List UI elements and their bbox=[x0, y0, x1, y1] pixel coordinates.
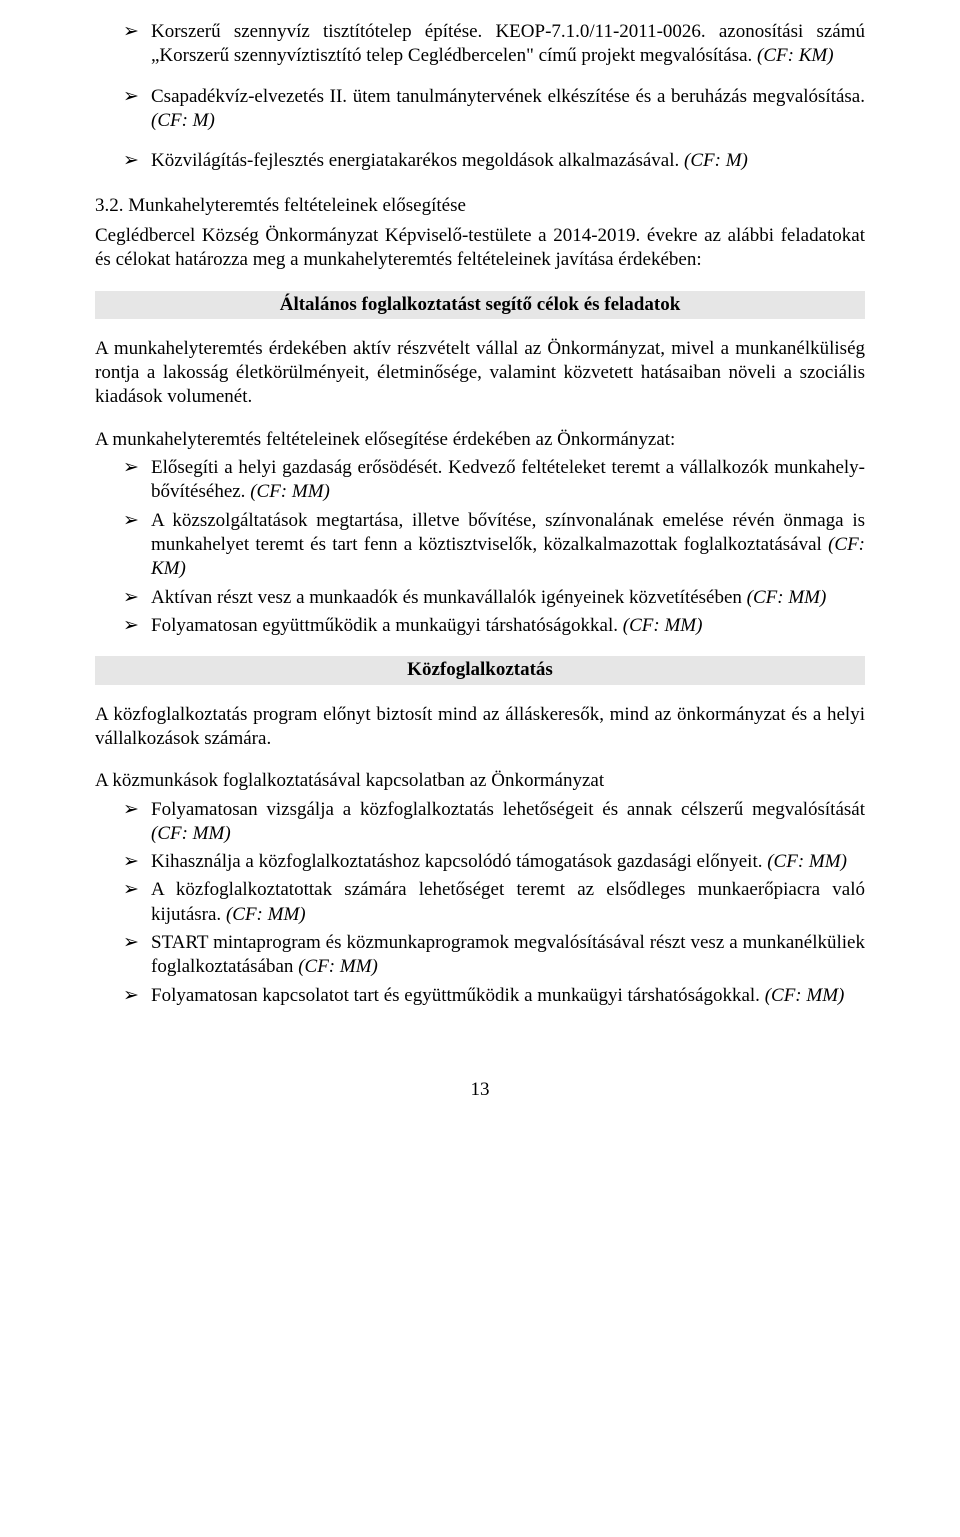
list-item-suffix: (CF: MM) bbox=[747, 587, 827, 608]
list-item-suffix: (CF: MM) bbox=[151, 823, 231, 844]
bullet-list-3: Folyamatosan vizsgálja a közfoglalkoztat… bbox=[95, 798, 865, 1009]
list-item-text: Folyamatosan vizsgálja a közfoglalkoztat… bbox=[151, 799, 865, 820]
list-item-suffix: (CF: M) bbox=[684, 150, 748, 171]
paragraph: A munkahelyteremtés érdekében aktív rész… bbox=[95, 337, 865, 410]
section-heading: 3.2. Munkahelyteremtés feltételeinek elő… bbox=[95, 194, 865, 218]
list-item-text: Folyamatosan együttműködik a munkaügyi t… bbox=[151, 615, 623, 636]
list-item-text: Csapadékvíz-elvezetés II. ütem tanulmány… bbox=[151, 86, 865, 107]
section-intro: Ceglédbercel Község Önkormányzat Képvise… bbox=[95, 224, 865, 273]
list-item-text: START mintaprogram és közmunkaprogramok … bbox=[151, 932, 865, 977]
list-item: A közfoglalkoztatottak számára lehetőség… bbox=[95, 878, 865, 927]
list-item-suffix: (CF: MM) bbox=[765, 985, 845, 1006]
list-item-text: Közvilágítás-fejlesztés energiatakarékos… bbox=[151, 150, 684, 171]
list-lead: A közmunkások foglalkoztatásával kapcsol… bbox=[95, 769, 865, 793]
paragraph: A közfoglalkoztatás program előnyt bizto… bbox=[95, 703, 865, 752]
bullet-list-2: Elősegíti a helyi gazdaság erősödését. K… bbox=[95, 456, 865, 638]
list-item: Folyamatosan vizsgálja a közfoglalkoztat… bbox=[95, 798, 865, 847]
list-item: A közszolgáltatások megtartása, illetve … bbox=[95, 509, 865, 582]
list-item: Közvilágítás-fejlesztés energiatakarékos… bbox=[95, 149, 865, 173]
list-item: Folyamatosan kapcsolatot tart és együttm… bbox=[95, 984, 865, 1008]
page: Korszerű szennyvíz tisztítótelep építése… bbox=[0, 0, 960, 1142]
list-item-text: Aktívan részt vesz a munkaadók és munkav… bbox=[151, 587, 747, 608]
list-item-suffix: (CF: KM) bbox=[757, 45, 834, 66]
list-item: START mintaprogram és közmunkaprogramok … bbox=[95, 931, 865, 980]
list-item: Folyamatosan együttműködik a munkaügyi t… bbox=[95, 614, 865, 638]
list-item-text: Folyamatosan kapcsolatot tart és együttm… bbox=[151, 985, 765, 1006]
list-item-suffix: (CF: MM) bbox=[767, 851, 847, 872]
list-item: Kihasználja a közfoglalkoztatáshoz kapcs… bbox=[95, 850, 865, 874]
section-band-1: Általános foglalkoztatást segítő célok é… bbox=[95, 291, 865, 319]
list-item-suffix: (CF: MM) bbox=[250, 481, 330, 502]
list-item-text: A közszolgáltatások megtartása, illetve … bbox=[151, 510, 865, 555]
list-item-suffix: (CF: MM) bbox=[298, 956, 378, 977]
list-item: Aktívan részt vesz a munkaadók és munkav… bbox=[95, 586, 865, 610]
page-number: 13 bbox=[95, 1078, 865, 1102]
list-item: Elősegíti a helyi gazdaság erősödését. K… bbox=[95, 456, 865, 505]
list-item-suffix: (CF: MM) bbox=[623, 615, 703, 636]
list-item: Csapadékvíz-elvezetés II. ütem tanulmány… bbox=[95, 85, 865, 134]
top-bullet-list: Korszerű szennyvíz tisztítótelep építése… bbox=[95, 20, 865, 174]
list-item-text: Kihasználja a közfoglalkoztatáshoz kapcs… bbox=[151, 851, 767, 872]
list-item-suffix: (CF: MM) bbox=[226, 904, 306, 925]
list-item-suffix: (CF: M) bbox=[151, 110, 215, 131]
list-item: Korszerű szennyvíz tisztítótelep építése… bbox=[95, 20, 865, 69]
section-band-2: Közfoglalkoztatás bbox=[95, 656, 865, 684]
list-lead: A munkahelyteremtés feltételeinek előseg… bbox=[95, 428, 865, 452]
